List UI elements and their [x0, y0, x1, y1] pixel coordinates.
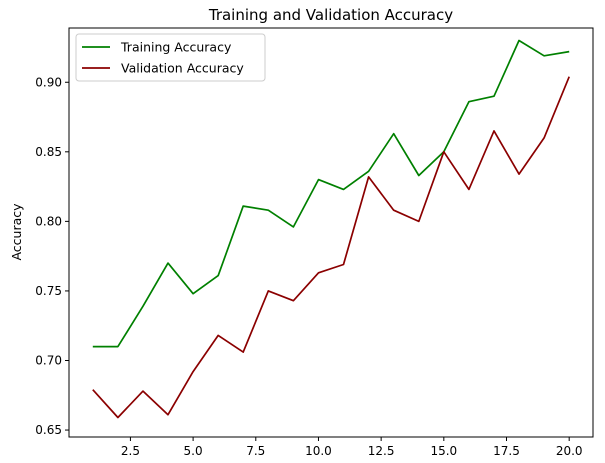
- series-line-validation: [92, 76, 570, 419]
- series-lines: [92, 39, 570, 419]
- plot-frame: [68, 27, 594, 438]
- axis-ticks: 2.5 5.0 7.5 10.0 12.5 15.0 17.5 20.0 0.65 0.70 0.7…: [35, 75, 582, 458]
- y-tick-label: 0.90: [35, 75, 62, 89]
- x-tick-label: 5.0: [184, 444, 203, 458]
- x-tick-label: 15.0: [430, 444, 457, 458]
- y-tick-label: 0.70: [35, 353, 62, 367]
- y-tick-label: 0.80: [35, 214, 62, 228]
- legend-label: Validation Accuracy: [121, 61, 244, 76]
- y-axis-label: Accuracy: [9, 203, 24, 261]
- y-tick-label: 0.65: [35, 423, 62, 437]
- x-tick-label: 17.5: [493, 444, 520, 458]
- legend-label: Training Accuracy: [120, 40, 232, 55]
- y-tick-label: 0.75: [35, 284, 62, 298]
- y-tick-label: 0.85: [35, 145, 62, 159]
- series-line-training: [92, 39, 570, 348]
- legend: Training Accuracy Validation Accuracy: [75, 33, 266, 82]
- x-tick-label: 20.0: [556, 444, 583, 458]
- x-tick-label: 7.5: [246, 444, 265, 458]
- x-tick-label: 10.0: [305, 444, 332, 458]
- x-tick-label: 2.5: [121, 444, 140, 458]
- x-tick-label: 12.5: [368, 444, 395, 458]
- legend-box: [75, 33, 266, 82]
- chart-title: Training and Validation Accuracy: [208, 6, 453, 24]
